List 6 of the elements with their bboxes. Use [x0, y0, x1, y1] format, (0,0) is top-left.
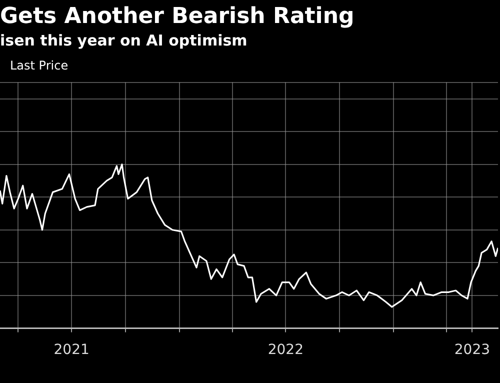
text: Last Price	[10, 58, 68, 73]
chart-subtitle: isen this year on AI optimism	[0, 31, 248, 50]
chart-title: Gets Another Bearish Rating	[0, 4, 354, 29]
x-tick-label: 2023	[454, 342, 490, 358]
x-tick-label: 2022	[268, 342, 304, 358]
x-tick-label: 2021	[54, 342, 90, 358]
